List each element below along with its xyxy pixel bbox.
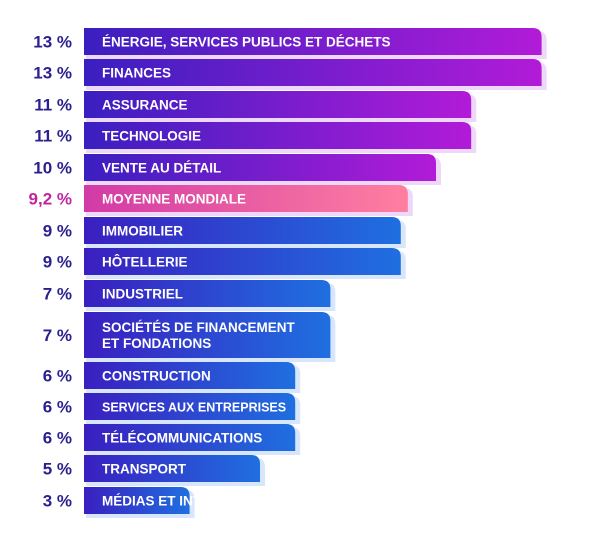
value-label: 9 % bbox=[43, 253, 72, 272]
value-label: 9,2 % bbox=[29, 190, 72, 209]
category-label: IMMOBILIER bbox=[102, 224, 183, 239]
category-label: VENTE AU DÉTAIL bbox=[102, 161, 221, 176]
category-label: ASSURANCE bbox=[102, 98, 188, 113]
value-label: 9 % bbox=[43, 222, 72, 241]
bar bbox=[84, 312, 331, 358]
category-label: SERVICES AUX ENTREPRISES bbox=[102, 401, 286, 415]
category-label: TRANSPORT bbox=[102, 462, 187, 477]
bar bbox=[84, 59, 542, 86]
bar bbox=[84, 455, 260, 482]
bar bbox=[84, 28, 542, 55]
value-label: 11 % bbox=[34, 96, 72, 115]
value-label: 6 % bbox=[43, 429, 72, 448]
category-label: FINANCES bbox=[102, 66, 171, 81]
category-label: ÉNERGIE, SERVICES PUBLICS ET DÉCHETS bbox=[102, 35, 391, 50]
category-label: CONSTRUCTION bbox=[102, 369, 211, 384]
bar bbox=[84, 122, 472, 149]
value-label: 11 % bbox=[34, 127, 72, 146]
category-label: ET FONDATIONS bbox=[102, 336, 211, 351]
bar-row: 6 % CONSTRUCTION bbox=[43, 362, 301, 393]
category-label: MÉDIAS ET INTERNET bbox=[102, 494, 248, 509]
value-label: 10 % bbox=[33, 159, 72, 178]
bar bbox=[84, 393, 296, 420]
value-label: 13 % bbox=[33, 64, 72, 83]
value-label: 13 % bbox=[33, 33, 72, 52]
category-label: HÔTELLERIE bbox=[102, 255, 188, 270]
bar-row: 7 % INDUSTRIEL bbox=[43, 280, 336, 311]
bar-row: 6 % SERVICES AUX ENTREPRISES bbox=[43, 393, 301, 424]
category-label: TÉLÉCOMMUNICATIONS bbox=[102, 431, 262, 446]
bar-row: 5 % TRANSPORT bbox=[43, 455, 265, 486]
value-label: 7 % bbox=[43, 326, 72, 345]
bar-row: 3 % MÉDIAS ET INTERNET bbox=[43, 487, 248, 518]
bar bbox=[84, 424, 296, 451]
bar-row: 6 % TÉLÉCOMMUNICATIONS bbox=[43, 424, 301, 455]
bar-row: 13 % FINANCES bbox=[33, 59, 547, 90]
bar bbox=[84, 91, 472, 118]
bar bbox=[84, 154, 436, 181]
bar-row: 11 % ASSURANCE bbox=[34, 91, 477, 122]
bar bbox=[84, 362, 296, 389]
bar bbox=[84, 185, 408, 212]
bar bbox=[84, 217, 401, 244]
bar-row: 9 % IMMOBILIER bbox=[43, 217, 406, 248]
category-label: SOCIÉTÉS DE FINANCEMENT bbox=[102, 320, 296, 335]
category-label: MOYENNE MONDIALE bbox=[102, 192, 246, 207]
bar bbox=[84, 280, 331, 307]
value-label: 7 % bbox=[43, 285, 72, 304]
bar bbox=[84, 248, 401, 275]
value-label: 6 % bbox=[43, 367, 72, 386]
value-label: 3 % bbox=[43, 492, 72, 511]
bar-row: 11 % TECHNOLOGIE bbox=[34, 122, 477, 153]
bar-row: 9 % HÔTELLERIE bbox=[43, 248, 406, 279]
bars-layer: 13 % ÉNERGIE, SERVICES PUBLICS ET DÉCHETS… bbox=[29, 28, 547, 518]
category-label: TECHNOLOGIE bbox=[102, 129, 201, 144]
value-label: 5 % bbox=[43, 460, 72, 479]
bar-row: 9,2 % MOYENNE MONDIALE bbox=[29, 185, 413, 216]
bar bbox=[84, 487, 190, 514]
bar-row: 13 % ÉNERGIE, SERVICES PUBLICS ET DÉCHETS bbox=[33, 28, 547, 59]
value-label: 6 % bbox=[43, 398, 72, 417]
category-label: INDUSTRIEL bbox=[102, 287, 183, 302]
bar-row: 10 % VENTE AU DÉTAIL bbox=[33, 154, 441, 185]
